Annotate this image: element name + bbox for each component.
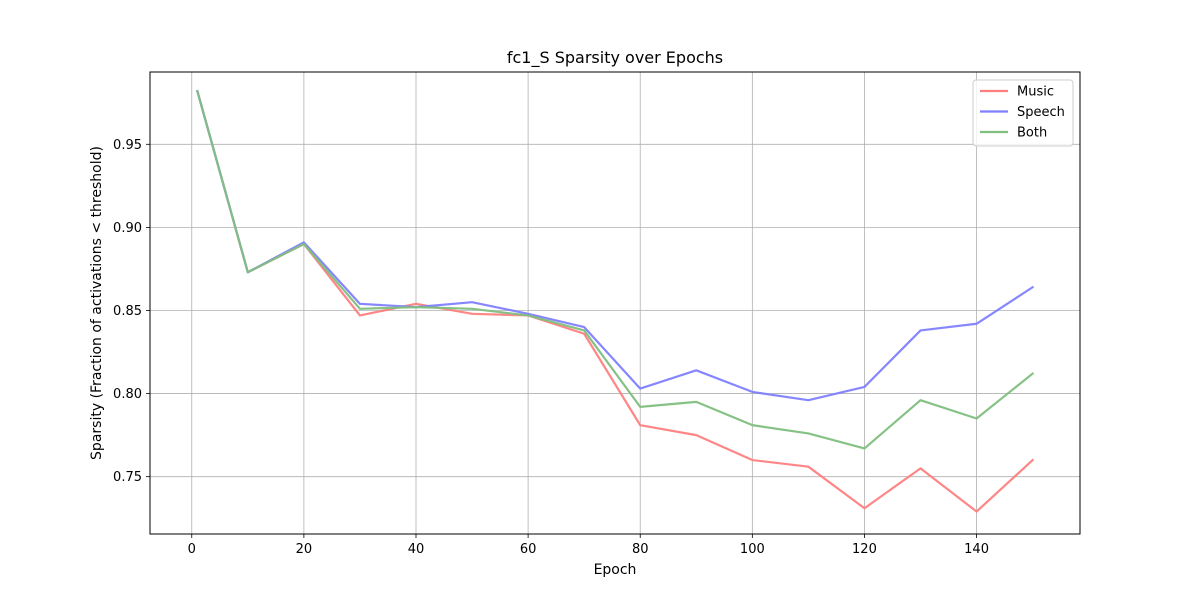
y-axis-ticks: 0.75 0.80 0.85 0.90 0.95: [113, 138, 150, 485]
x-tick-label: 140: [964, 542, 989, 557]
series-line-music: [196, 89, 1035, 513]
x-tick-label: 60: [520, 542, 537, 557]
x-tick-label: 100: [740, 542, 765, 557]
y-tick-label: 0.85: [113, 304, 142, 319]
y-tick-label: 0.80: [113, 387, 142, 402]
legend-label-music: Music: [1017, 85, 1054, 100]
x-tick-label: 0: [188, 542, 196, 557]
chart-title: fc1_S Sparsity over Epochs: [507, 48, 723, 68]
y-tick-label: 0.75: [113, 470, 142, 485]
x-tick-label: 40: [408, 542, 425, 557]
legend-label-speech: Speech: [1017, 105, 1065, 120]
y-tick-label: 0.95: [113, 138, 142, 153]
x-tick-label: 120: [852, 542, 877, 557]
series-line-speech: [196, 89, 1035, 402]
series-line-both: [196, 89, 1035, 450]
legend: Music Speech Both: [972, 79, 1074, 147]
legend-box: [972, 79, 1074, 147]
x-axis-title: Epoch: [594, 562, 637, 578]
y-axis-title: Sparsity (Fraction of activations < thre…: [89, 146, 105, 460]
y-tick-label: 0.90: [113, 221, 142, 236]
x-tick-label: 20: [296, 542, 313, 557]
plot-frame: [149, 71, 1081, 535]
series-lines: [196, 89, 1035, 513]
legend-label-both: Both: [1017, 126, 1047, 141]
x-axis-ticks: 0 20 40 60 80 100 120 140: [188, 534, 989, 557]
x-tick-label: 80: [632, 542, 649, 557]
